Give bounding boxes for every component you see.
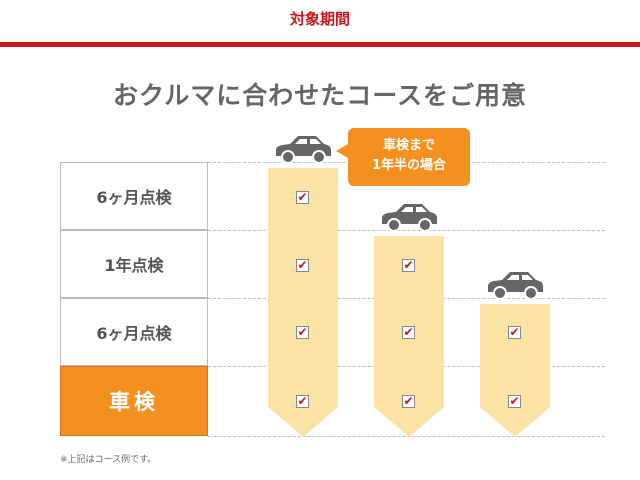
car-icon: [272, 134, 334, 168]
checkbox-checked-icon: ✔: [296, 394, 309, 408]
checkbox-checked-icon: ✔: [402, 258, 415, 272]
checkbox-checked-icon: ✔: [402, 325, 415, 339]
red-divider: [0, 42, 640, 47]
checkbox-checked-icon: ✔: [508, 394, 521, 408]
divider: [208, 436, 605, 437]
row-label-1year: 1年点検: [60, 230, 208, 298]
row-label-shaken: 車検: [60, 366, 208, 436]
period-heading: 対象期間: [289, 10, 350, 28]
row-label-6month-2: 6ヶ月点検: [60, 298, 208, 366]
car-icon: [484, 270, 546, 304]
callout-line2: 1年半の場合: [371, 158, 447, 173]
checkbox-checked-icon: ✔: [296, 325, 309, 339]
callout-bubble: 車検まで 1年半の場合: [336, 128, 470, 186]
car-icon: [378, 202, 440, 236]
divider: [208, 230, 605, 231]
course-column: [480, 304, 550, 437]
checkbox-checked-icon: ✔: [296, 190, 309, 204]
checkbox-checked-icon: ✔: [508, 325, 521, 339]
page-title: おクルマに合わせたコースをご用意: [112, 81, 527, 110]
footnote: ※上記はコース例です。: [60, 455, 157, 465]
checkbox-checked-icon: ✔: [296, 258, 309, 272]
callout-line1: 車検まで: [382, 138, 435, 153]
row-label-6month-1: 6ヶ月点検: [60, 162, 208, 230]
course-column: [268, 168, 338, 437]
checkbox-checked-icon: ✔: [402, 394, 415, 408]
